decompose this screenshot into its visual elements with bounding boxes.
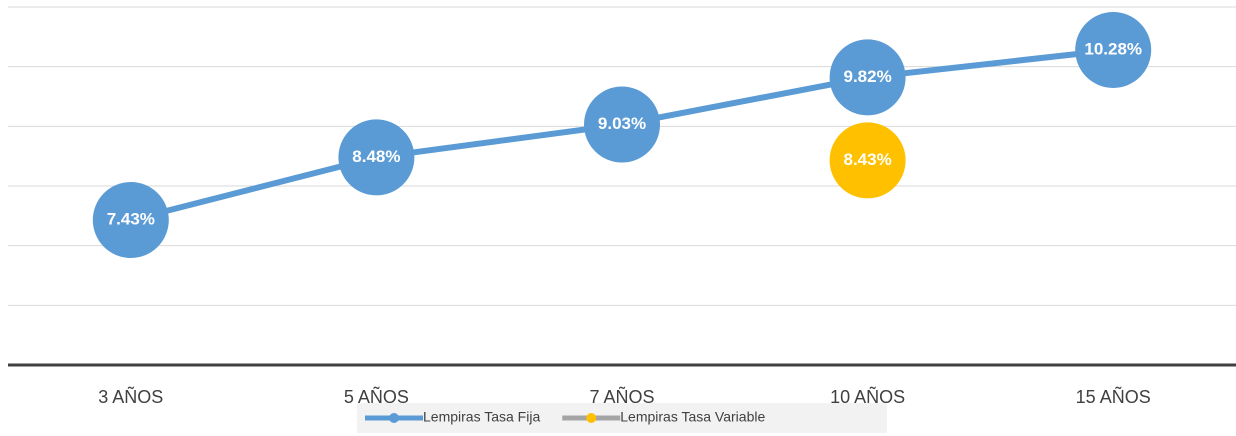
legend-label: Lempiras Tasa Variable bbox=[620, 409, 765, 425]
marker bbox=[92, 182, 169, 259]
x-tick-label: 10 AÑOS bbox=[830, 386, 905, 407]
x-tick-label: 7 AÑOS bbox=[589, 386, 654, 407]
marker bbox=[338, 119, 415, 196]
marker bbox=[829, 122, 906, 199]
data-label: 9.82% bbox=[843, 67, 891, 86]
legend-box bbox=[357, 403, 887, 433]
x-tick-label: 5 AÑOS bbox=[344, 386, 409, 407]
data-label: 9.03% bbox=[598, 114, 646, 133]
marker bbox=[1075, 11, 1152, 88]
x-tick-label: 3 AÑOS bbox=[98, 386, 163, 407]
legend-label: Lempiras Tasa Fija bbox=[423, 409, 540, 425]
marker bbox=[829, 39, 906, 116]
data-label: 7.43% bbox=[107, 209, 155, 228]
legend-marker bbox=[586, 413, 597, 423]
data-label: 8.48% bbox=[352, 147, 400, 166]
marker bbox=[584, 86, 660, 163]
legend-marker bbox=[389, 413, 399, 423]
data-label: 10.28% bbox=[1084, 39, 1142, 58]
x-tick-label: 15 AÑOS bbox=[1076, 386, 1151, 407]
data-label: 8.43% bbox=[843, 150, 891, 169]
